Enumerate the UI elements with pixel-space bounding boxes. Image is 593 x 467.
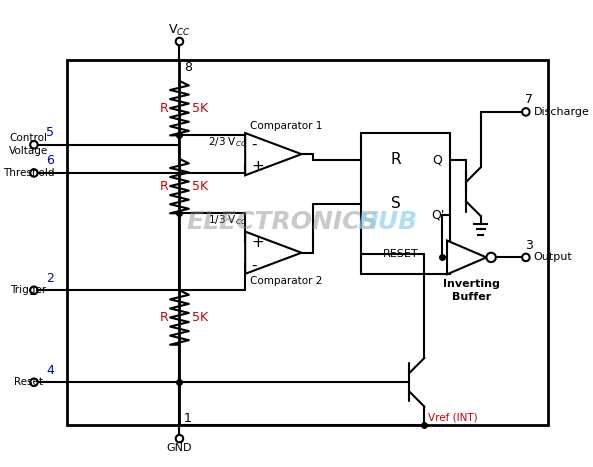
Bar	[361, 134, 450, 274]
Circle shape	[30, 169, 38, 177]
Circle shape	[522, 108, 530, 116]
Text: 7: 7	[525, 93, 533, 106]
Text: R: R	[160, 311, 169, 324]
Text: S: S	[391, 197, 401, 212]
Text: ELECTRONICS: ELECTRONICS	[186, 210, 378, 234]
Text: RESET: RESET	[382, 248, 418, 259]
Text: Voltage: Voltage	[9, 146, 48, 156]
Text: Output: Output	[533, 253, 572, 262]
Text: HUB: HUB	[358, 210, 418, 234]
Circle shape	[486, 253, 496, 262]
Text: 1/3 V$_{CC}$: 1/3 V$_{CC}$	[208, 213, 247, 227]
Text: -: -	[252, 257, 257, 272]
Bar	[67, 60, 549, 425]
Circle shape	[522, 254, 530, 261]
Polygon shape	[245, 133, 301, 175]
Text: Q: Q	[433, 153, 442, 166]
Text: Q': Q'	[431, 209, 444, 222]
Text: Reset: Reset	[14, 377, 43, 387]
Text: 2: 2	[46, 272, 54, 284]
Text: +: +	[252, 159, 264, 174]
Text: 5: 5	[46, 126, 54, 139]
Text: 3: 3	[525, 239, 533, 252]
Text: 5K: 5K	[192, 311, 208, 324]
Text: Trigger: Trigger	[10, 285, 46, 295]
Circle shape	[30, 287, 38, 294]
Circle shape	[176, 38, 183, 45]
Text: Comparator 2: Comparator 2	[250, 276, 323, 286]
Text: Vref (INT): Vref (INT)	[428, 413, 478, 423]
Text: 2/3 V$_{CC}$: 2/3 V$_{CC}$	[208, 135, 247, 149]
Text: -: -	[252, 136, 257, 151]
Text: R: R	[391, 152, 401, 167]
Polygon shape	[447, 241, 486, 274]
Text: R: R	[160, 102, 169, 115]
Text: V$_{CC}$: V$_{CC}$	[168, 23, 191, 38]
Text: 6: 6	[46, 154, 54, 167]
Circle shape	[30, 379, 38, 386]
Text: Buffer: Buffer	[452, 292, 491, 302]
Text: Discharge: Discharge	[533, 107, 589, 117]
Text: Threshold: Threshold	[2, 168, 54, 178]
Text: Inverting: Inverting	[443, 279, 500, 289]
Polygon shape	[245, 232, 301, 274]
Text: 1: 1	[184, 412, 192, 425]
Circle shape	[176, 435, 183, 442]
Text: +: +	[252, 235, 264, 250]
Text: R: R	[160, 180, 169, 192]
Text: Comparator 1: Comparator 1	[250, 121, 323, 131]
Text: GND: GND	[167, 443, 192, 453]
Text: Control: Control	[9, 133, 47, 143]
Text: 5K: 5K	[192, 102, 208, 115]
Circle shape	[30, 141, 38, 149]
Text: 4: 4	[46, 364, 54, 376]
Text: 5K: 5K	[192, 180, 208, 192]
Text: 8: 8	[184, 61, 192, 74]
